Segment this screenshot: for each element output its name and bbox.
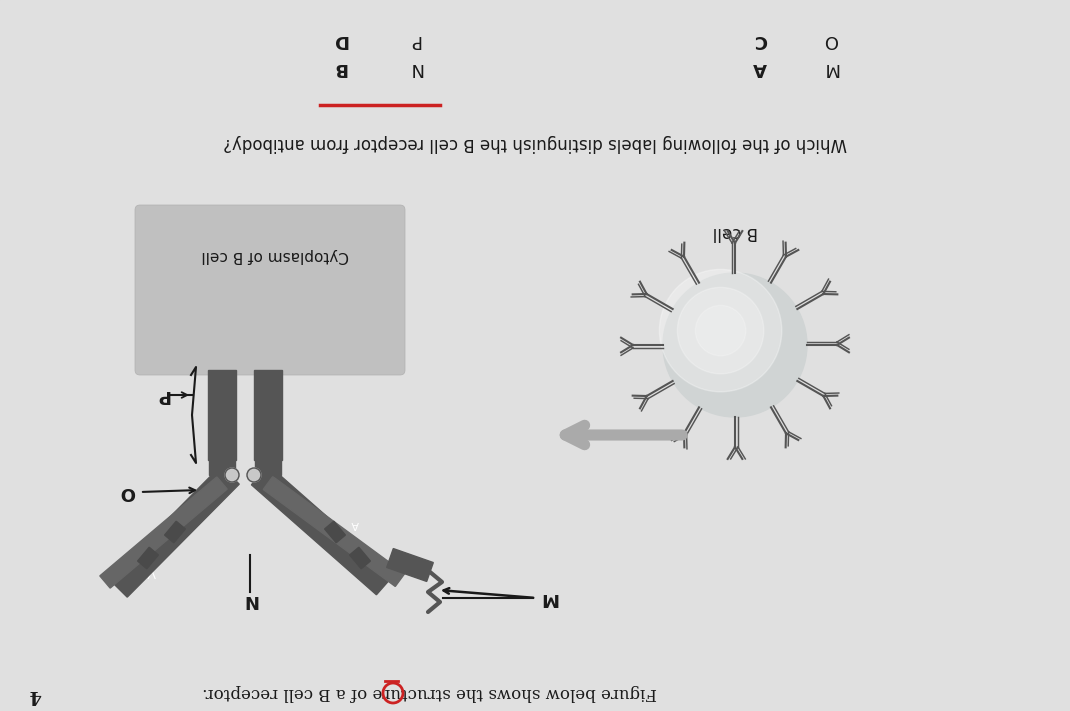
Text: A: A — [171, 519, 179, 529]
Circle shape — [663, 273, 807, 417]
Text: C: C — [753, 31, 766, 49]
Polygon shape — [386, 549, 433, 582]
Text: M: M — [539, 589, 557, 607]
Text: Cytoplasm of B cell: Cytoplasm of B cell — [201, 247, 349, 262]
Text: A: A — [351, 519, 358, 529]
Text: B: B — [333, 59, 347, 77]
Circle shape — [659, 269, 782, 392]
Text: V: V — [364, 565, 372, 579]
Text: C: C — [229, 470, 235, 480]
Text: B cell: B cell — [713, 223, 758, 241]
Polygon shape — [100, 477, 227, 588]
Polygon shape — [324, 521, 346, 542]
Text: O: O — [823, 31, 837, 49]
Text: 4: 4 — [29, 686, 42, 704]
Text: M: M — [822, 59, 838, 77]
Text: P: P — [410, 31, 421, 49]
Text: A: A — [341, 543, 349, 553]
Polygon shape — [350, 547, 370, 569]
Text: D: D — [333, 31, 348, 49]
FancyBboxPatch shape — [135, 205, 406, 375]
Circle shape — [247, 468, 261, 482]
Text: N: N — [409, 59, 422, 77]
Polygon shape — [263, 476, 404, 587]
Circle shape — [677, 287, 764, 374]
Polygon shape — [251, 465, 394, 595]
Bar — [696, 390, 775, 455]
Circle shape — [225, 468, 239, 482]
Text: C: C — [250, 470, 258, 480]
Text: O: O — [120, 483, 136, 501]
Text: P: P — [156, 386, 169, 404]
Circle shape — [696, 306, 746, 356]
Polygon shape — [209, 460, 235, 475]
Bar — [254, 370, 282, 460]
Text: Figure below shows the structure of a B cell receptor.: Figure below shows the structure of a B … — [202, 685, 657, 702]
Polygon shape — [165, 521, 185, 542]
Text: A: A — [753, 59, 767, 77]
Polygon shape — [255, 460, 281, 475]
Text: Which of the following labels distinguish the B cell receptor from antibody?: Which of the following labels distinguis… — [223, 134, 847, 152]
Bar — [208, 370, 236, 460]
Polygon shape — [109, 466, 240, 597]
Text: N: N — [243, 591, 258, 609]
Text: V: V — [148, 565, 156, 579]
Polygon shape — [138, 547, 158, 569]
Text: A: A — [164, 543, 171, 553]
